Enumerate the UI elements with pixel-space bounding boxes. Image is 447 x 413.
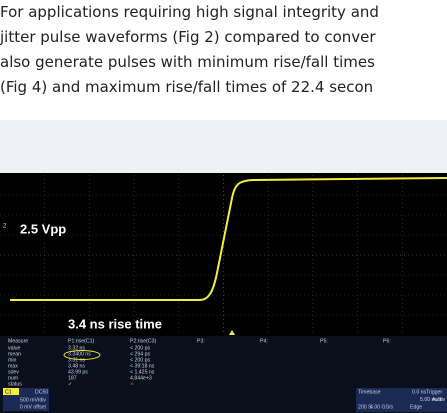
channel-info: 500 mV/div (20, 397, 46, 403)
annotation: 3.4 ns rise time (68, 316, 162, 331)
text-line: jitter pulse waveforms (Fig 2) compared … (0, 25, 447, 50)
column-header: Measure (8, 338, 28, 344)
text-line: (Fig 4) and maximum rise/fall times of 2… (0, 75, 447, 100)
cell: ✕ (130, 381, 134, 387)
column-header: P4: (260, 338, 268, 344)
timebase-text: 0.0 ns (412, 389, 427, 395)
column-header: P1:rise(C1) (68, 338, 95, 344)
text-line: For applications requiring high signal i… (0, 0, 447, 25)
column-header: P3: (197, 338, 205, 344)
cell: ✔ (68, 381, 72, 387)
channel-coupling: DC50 (35, 389, 48, 395)
timebase-text: Edge (410, 404, 422, 410)
paragraph: For applications requiring high signal i… (0, 0, 447, 100)
column-header: P5: (320, 338, 328, 344)
timebase-text: 4.00 GS/s (370, 404, 393, 410)
timebase-text: Auto (432, 397, 443, 403)
annotation: 2.5 Vpp (20, 221, 66, 236)
row-label: status (8, 381, 22, 387)
timebase-text: Timebase (358, 389, 381, 395)
timebase-text: Trigger (426, 389, 443, 395)
channel-label: C1 (5, 389, 12, 395)
column-header: P6: (383, 338, 391, 344)
page: For applications requiring high signal i… (0, 0, 447, 413)
text-line: also generate pulses with minimum rise/f… (0, 50, 447, 75)
channel-info: 0 mV offset (20, 404, 47, 410)
column-header: P2:rise(C3) (130, 338, 157, 344)
